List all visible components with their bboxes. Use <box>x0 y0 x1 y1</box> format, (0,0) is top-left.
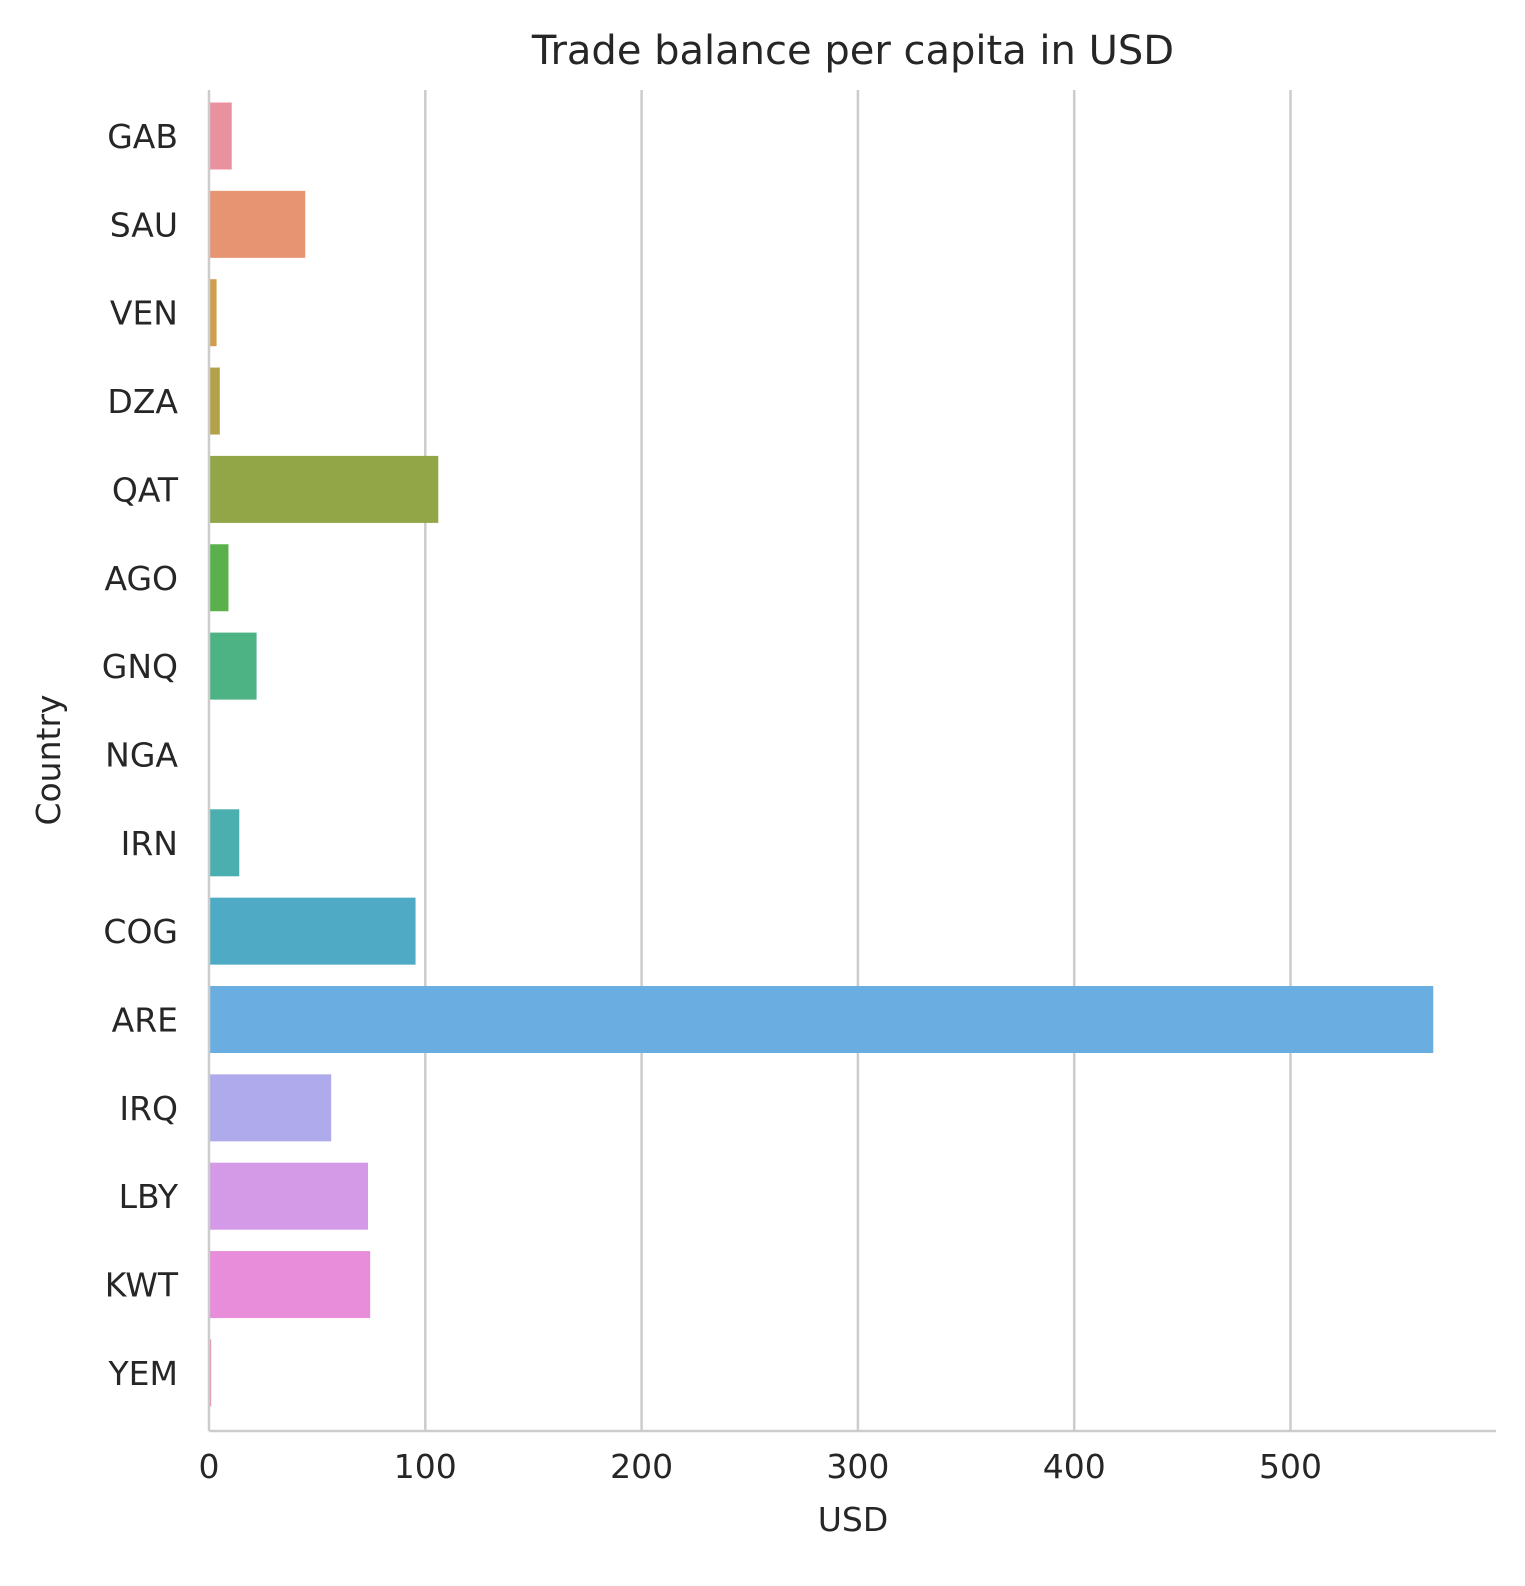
gridlines <box>424 90 1292 1431</box>
x-tick-label: 0 <box>199 1447 220 1486</box>
bars <box>209 102 1434 1407</box>
bar <box>209 279 217 347</box>
y-tick-label: IRN <box>121 824 178 863</box>
bar <box>209 1074 332 1142</box>
x-tick-label: 300 <box>826 1447 889 1486</box>
y-tick-label: QAT <box>112 470 179 509</box>
y-tick-label: KWT <box>105 1266 179 1305</box>
bar <box>209 190 306 258</box>
bar <box>209 1162 368 1230</box>
y-tick-label: YEM <box>108 1354 178 1393</box>
y-tick-label: VEN <box>110 294 178 333</box>
y-tick-labels: GAB SAU VEN DZA QAT AGO GNQ NGA IRN COG ARE IRQ LBY K… <box>102 117 179 1393</box>
axis-spines <box>207 90 1496 1433</box>
x-tick-label: 500 <box>1259 1447 1322 1486</box>
bar <box>209 367 220 435</box>
y-tick-label: GNQ <box>102 647 178 686</box>
bar <box>209 809 240 877</box>
x-tick-label: 400 <box>1043 1447 1106 1486</box>
bar <box>209 455 439 523</box>
y-tick-label: GAB <box>107 117 178 156</box>
x-tick-label: 200 <box>610 1447 673 1486</box>
y-tick-label: DZA <box>107 382 178 421</box>
x-axis-label: USD <box>818 1500 889 1539</box>
y-tick-label: ARE <box>112 1001 178 1040</box>
bar <box>209 102 232 170</box>
chart-title: Trade balance per capita in USD <box>531 28 1174 74</box>
bar <box>209 544 229 612</box>
bar <box>209 897 416 965</box>
x-tick-label: 100 <box>394 1447 457 1486</box>
y-axis-label: Country <box>29 694 68 825</box>
y-tick-label: LBY <box>119 1177 179 1216</box>
bar <box>209 632 257 700</box>
bar <box>209 986 1434 1053</box>
y-tick-label: IRQ <box>119 1089 178 1128</box>
y-tick-label: NGA <box>105 735 178 774</box>
x-tick-labels: 0 100 200 300 400 500 <box>199 1447 1323 1486</box>
y-tick-label: SAU <box>110 205 178 244</box>
y-tick-label: COG <box>103 912 178 951</box>
y-tick-label: AGO <box>104 559 178 598</box>
bar <box>209 1251 371 1319</box>
